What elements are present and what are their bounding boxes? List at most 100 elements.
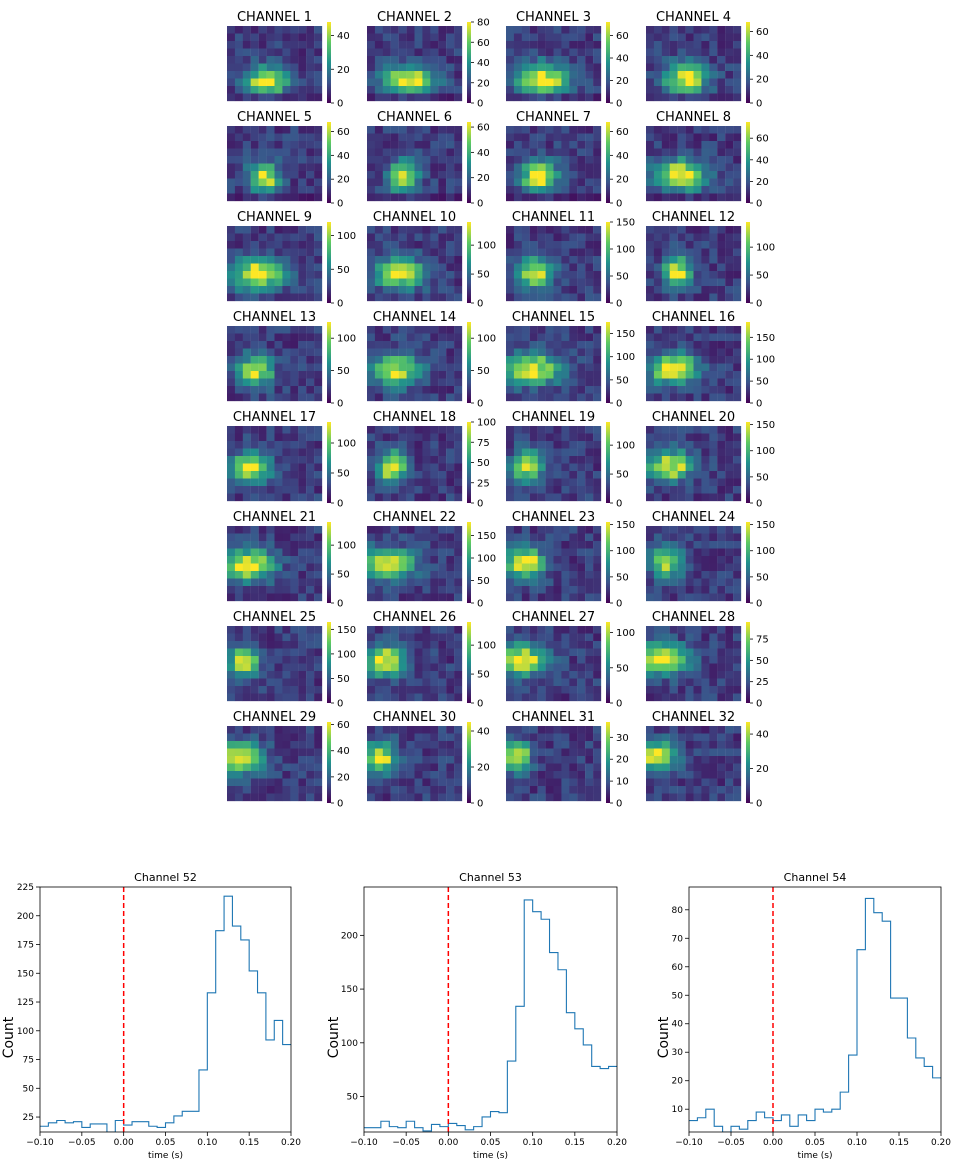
heatmap-cell: [227, 671, 236, 679]
heatmap-cell: [390, 33, 399, 42]
heatmap-cell: [653, 348, 662, 357]
heatmap-cell: [677, 163, 686, 172]
heatmap-cell: [577, 278, 586, 287]
heatmap-cell: [406, 678, 415, 687]
heatmap-cell: [390, 763, 399, 772]
heatmap-cell: [733, 293, 742, 302]
heatmap-cell: [593, 248, 602, 257]
heatmap-cell: [709, 786, 718, 794]
heatmap-cell: [537, 663, 546, 672]
heatmap-cell: [506, 193, 515, 202]
heatmap-cell: [677, 86, 686, 94]
heatmap-cell: [677, 33, 686, 42]
heatmap-cell: [521, 756, 530, 764]
heatmap-cell: [529, 256, 538, 264]
colorbar-tick-label: 100: [756, 546, 775, 557]
colorbar: [606, 122, 610, 203]
heatmap-cell: [701, 248, 710, 257]
heatmap-cell: [314, 526, 323, 534]
heatmap-cell: [593, 193, 602, 202]
heatmap-cell: [561, 326, 570, 334]
heatmap-cell: [677, 493, 686, 502]
heatmap-cell: [513, 571, 522, 579]
heatmap-cell: [454, 626, 463, 634]
heatmap-cell: [290, 256, 299, 264]
heatmap-cell: [374, 656, 383, 664]
heatmap-cell: [266, 63, 275, 72]
heatmap-cell: [282, 456, 291, 464]
heatmap-cell: [367, 348, 376, 357]
heatmap-cell: [227, 478, 236, 487]
heatmap-cell: [577, 786, 586, 794]
heatmap-cell: [693, 371, 702, 379]
heatmap-cell: [717, 756, 726, 764]
heatmap-cell: [669, 226, 678, 234]
heatmap-cell: [250, 493, 259, 502]
heatmap-cell: [529, 386, 538, 394]
heatmap-cell: [577, 26, 586, 34]
histogram-panel: −0.10 −0.05 0.00 0.05 0.10 0.15 0.202550751001…: [1, 871, 301, 1161]
heatmap-cell: [585, 133, 594, 142]
heatmap-cell: [374, 378, 383, 387]
heatmap-cell: [593, 263, 602, 272]
heatmap-cell: [669, 741, 678, 749]
heatmap-cell: [298, 26, 307, 34]
heatmap-cell: [242, 778, 251, 787]
heatmap-cell: [314, 648, 323, 657]
heatmap-cell: [669, 626, 678, 634]
heatmap-cell: [390, 78, 399, 87]
heatmap-cell: [446, 548, 455, 557]
heatmap-cell: [661, 648, 670, 657]
heatmap-cell: [446, 341, 455, 349]
heatmap-cell: [446, 678, 455, 687]
heatmap-cell: [367, 26, 376, 34]
heatmap-cell: [677, 141, 686, 149]
heatmap-cell: [258, 256, 267, 264]
x-tick-label: 0.15: [565, 1138, 585, 1148]
heatmap-cell: [406, 348, 415, 357]
heatmap-cell: [438, 271, 447, 279]
heatmap-cell: [693, 656, 702, 664]
heatmap-cell: [266, 593, 275, 602]
heatmap-cell: [513, 333, 522, 342]
heatmap-cell: [406, 56, 415, 64]
heatmap-cell: [585, 48, 594, 57]
heatmap-cell: [382, 778, 391, 787]
heatmap-cell: [646, 478, 655, 487]
colorbar-tick-label: 20: [616, 76, 629, 87]
heatmap-cell: [274, 571, 283, 579]
heatmap-cell: [569, 348, 578, 357]
heatmap-cell: [661, 348, 670, 357]
heatmap-cell: [701, 671, 710, 679]
heatmap-cell: [227, 178, 236, 187]
heatmap-cell: [250, 671, 259, 679]
heatmap-cell: [374, 571, 383, 579]
heatmap-cell: [314, 348, 323, 357]
heatmap-cell: [382, 26, 391, 34]
heatmap-cell: [250, 478, 259, 487]
heatmap-cell: [374, 478, 383, 487]
heatmap-cell: [438, 593, 447, 602]
colorbar-tick-label: 30: [616, 733, 629, 744]
heatmap-cell: [306, 233, 315, 242]
heatmap-cell: [701, 263, 710, 272]
heatmap-cell: [669, 441, 678, 449]
heatmap-cell: [569, 633, 578, 642]
heatmap-cell: [669, 648, 678, 657]
heatmap-cell: [669, 148, 678, 157]
heatmap-cell: [521, 463, 530, 472]
heatmap-cell: [266, 533, 275, 542]
heatmap-cell: [685, 363, 694, 372]
heatmap-cell: [685, 448, 694, 457]
heatmap-cell: [406, 786, 415, 794]
heatmap-cell: [733, 541, 742, 549]
heatmap-cell: [677, 686, 686, 694]
y-tick-label: 75: [23, 1056, 34, 1066]
heatmap-cell: [406, 286, 415, 294]
heatmap-cell: [422, 263, 431, 272]
heatmap-cell: [250, 48, 259, 57]
heatmap-cell: [545, 633, 554, 642]
heatmap-cell: [398, 293, 407, 302]
colorbar-tick-label: 50: [756, 472, 769, 483]
